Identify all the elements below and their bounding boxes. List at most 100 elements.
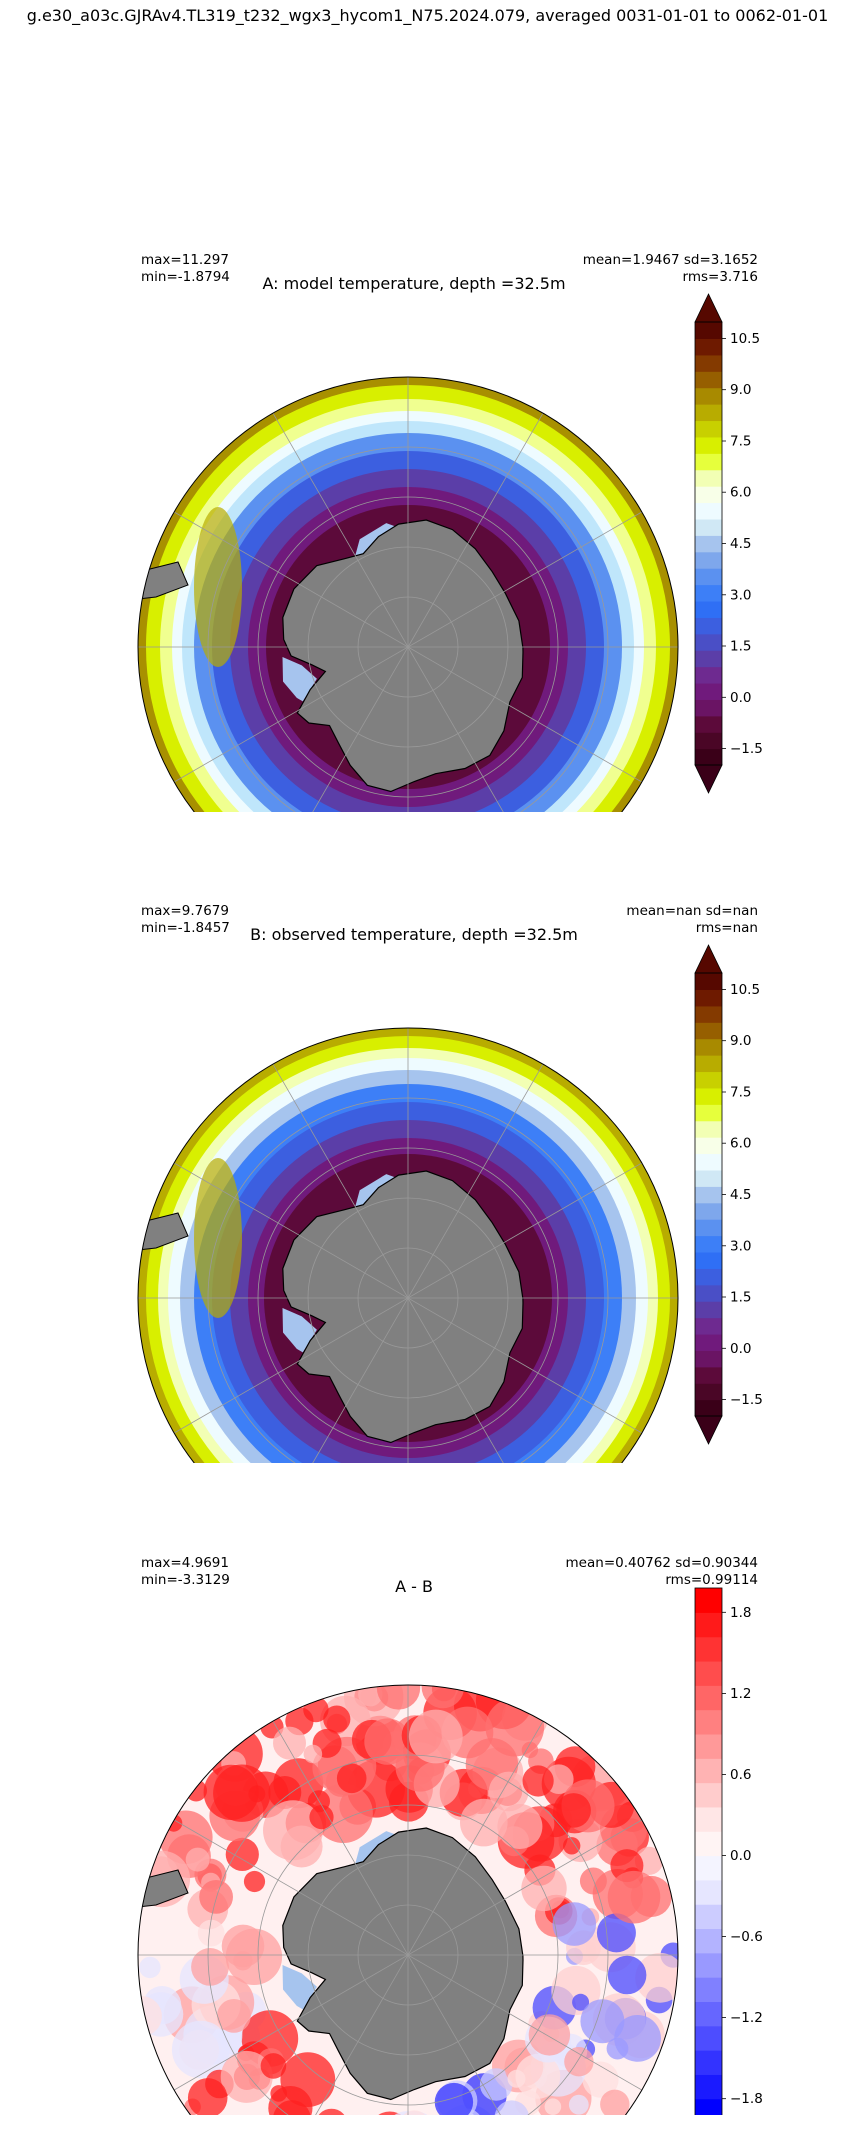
colorbar-segment (695, 322, 722, 340)
colorbar-tick-label: 1.8 (730, 1605, 751, 1621)
colorbar-segment (695, 1087, 722, 1105)
stat-rms: rms=nan (695, 920, 758, 936)
colorbar-segment (695, 2074, 722, 2100)
field-blob (582, 2061, 619, 2098)
colorbar-tick-label: 0.0 (730, 690, 751, 706)
colorbar-segment (695, 2025, 722, 2051)
panel-observed: max=9.7679 min=-1.8457 mean=nan sd=nan r… (0, 903, 855, 1463)
stat-rms: rms=0.99114 (665, 1572, 758, 1588)
field-blob (568, 2094, 589, 2115)
colorbar-segment (695, 1022, 722, 1040)
colorbar-segment (695, 1219, 722, 1237)
stat-mean-sd: mean=nan sd=nan (626, 903, 758, 919)
field-blob (614, 2015, 661, 2062)
field-blob (552, 1902, 597, 1946)
ice-shelf (282, 1965, 317, 2010)
longitude-gridline (272, 1063, 544, 1463)
colorbar-segment (695, 617, 722, 635)
field-blob (522, 1765, 554, 1797)
colorbar-segment (695, 1169, 722, 1187)
field-blob (217, 1999, 251, 2033)
field-blob (596, 1913, 636, 1953)
colorbar-tick-label: −1.8 (730, 2091, 763, 2107)
field-blob (220, 2050, 273, 2103)
colorbar-segment (695, 666, 722, 684)
field-blob (139, 1956, 161, 1979)
stats-left: max=11.297 min=-1.8794 (141, 252, 230, 286)
figure-title: g.e30_a03c.GJRAv4.TL319_t232_wgx3_hycom1… (26, 6, 829, 25)
colorbar-segment (695, 1612, 722, 1638)
field-blob (580, 1999, 625, 2044)
colorbar-tick-label: 6.0 (730, 485, 751, 501)
colorbar-segment (695, 338, 722, 356)
map-field (138, 1685, 678, 2115)
colorbar: 10.5 9.0 7.5 6.0 4.5 3.0 1.5 0.0 −1.5 (694, 293, 763, 794)
field-blob (260, 2053, 287, 2079)
colorbar-segment (695, 1588, 722, 1613)
map-field (138, 377, 678, 812)
colorbar-segment (695, 699, 722, 717)
field-blob (197, 1919, 225, 1947)
colorbar-segment (695, 1038, 722, 1056)
stat-max: max=4.9691 (141, 1555, 229, 1571)
colorbar-segment (695, 387, 722, 405)
panel-title: A: model temperature, depth =32.5m (262, 274, 566, 293)
field-blob (221, 1924, 265, 1968)
polar-map-difference: 1.8 1.2 0.6 0.0 −0.6 −1.2 −1.8 (137, 1587, 763, 2115)
field-blob (528, 2014, 571, 2056)
colorbar-segment (695, 973, 722, 991)
colorbar-segment (695, 1782, 722, 1808)
colorbar-segment (695, 1071, 722, 1089)
colorbar-tick-label: 4.5 (730, 536, 751, 552)
colorbar-tick-label: 1.5 (730, 1290, 751, 1306)
stat-max: max=9.7679 (141, 903, 229, 919)
colorbar-segment (695, 650, 722, 668)
colorbar-segment (695, 1831, 722, 1857)
field-blob (556, 1793, 591, 1828)
panel-difference: max=4.9691 min=-3.3129 mean=0.40762 sd=0… (0, 1555, 855, 2115)
warm-patch (194, 507, 242, 667)
colorbar-segment (695, 1153, 722, 1171)
colorbar-tick-label: 10.5 (730, 331, 760, 347)
colorbar-segment (695, 535, 722, 553)
colorbar-segment (695, 469, 722, 487)
field-blob (521, 1865, 567, 1912)
colorbar-tick-label: 4.5 (730, 1187, 751, 1203)
colorbar-segment (695, 989, 722, 1007)
colorbar-segment (695, 1904, 722, 1930)
stat-rms: rms=3.716 (682, 269, 758, 285)
colorbar-tick-label: 9.0 (730, 382, 751, 398)
colorbar-segment (695, 600, 722, 618)
panel-title: B: observed temperature, depth =32.5m (250, 925, 578, 944)
field-blob (376, 1685, 421, 1710)
colorbar-segment (695, 420, 722, 438)
colorbar: 1.8 1.2 0.6 0.0 −0.6 −1.2 −1.8 (694, 1587, 763, 2115)
field-blob (497, 1804, 543, 1849)
field-blob (187, 2078, 228, 2115)
colorbar-segment (695, 551, 722, 569)
colorbar-segment (695, 1333, 722, 1351)
field-blob (607, 1870, 661, 1924)
colorbar-segment (695, 1399, 722, 1417)
field-blob (600, 2089, 630, 2115)
field-blob (544, 2098, 562, 2115)
field-blob (171, 2020, 230, 2079)
colorbar-segment (695, 1952, 722, 1978)
stats-right: mean=1.9467 sd=3.1652 rms=3.716 (583, 252, 758, 286)
longitude-gridline (272, 412, 544, 812)
field-blob (572, 1993, 590, 2011)
south-america-tip (138, 561, 189, 600)
colorbar-segment (695, 1235, 722, 1253)
colorbar-segment (695, 1855, 722, 1881)
field-blob (479, 2068, 513, 2101)
colorbar-segment (695, 1202, 722, 1220)
polar-map-model: 10.5 9.0 7.5 6.0 4.5 3.0 1.5 0.0 −1.5 (137, 293, 763, 812)
field-blob (364, 1718, 411, 1765)
stat-max: max=11.297 (141, 252, 229, 268)
colorbar-segment (695, 1251, 722, 1269)
colorbar-tick-label: 3.0 (730, 587, 751, 603)
colorbar-segment (695, 1733, 722, 1759)
colorbar-segment (695, 682, 722, 700)
stat-min: min=-1.8457 (141, 920, 230, 936)
south-america-tip (138, 1869, 189, 1908)
